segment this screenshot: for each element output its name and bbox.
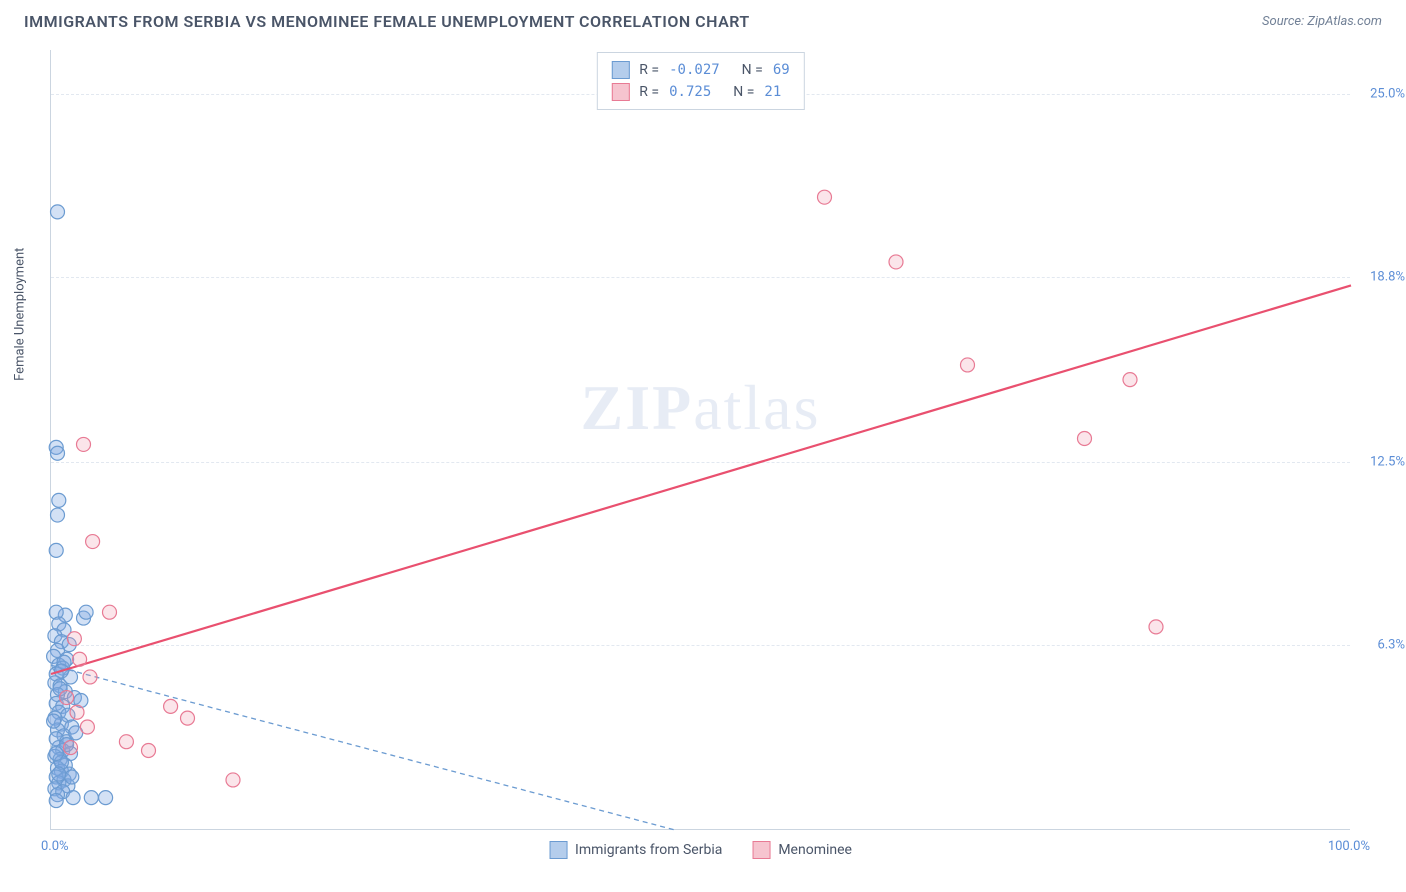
data-point — [67, 632, 81, 646]
data-point — [83, 670, 97, 684]
data-point — [1123, 373, 1137, 387]
data-point — [47, 714, 61, 728]
data-point — [119, 735, 133, 749]
legend-item-0: Immigrants from Serbia — [549, 841, 722, 859]
data-point — [51, 508, 65, 522]
data-point — [86, 535, 100, 549]
data-point — [80, 720, 94, 734]
legend-series: Immigrants from Serbia Menominee — [549, 841, 852, 859]
data-point — [77, 437, 91, 451]
n-value-0: 69 — [773, 62, 790, 78]
y-tick-label: 18.8% — [1370, 269, 1405, 284]
data-point — [142, 744, 156, 758]
data-point — [49, 543, 63, 557]
chart-area: Female Unemployment ZIPatlas R = -0.027 … — [50, 50, 1350, 830]
y-tick-label: 12.5% — [1370, 455, 1405, 470]
r-value-0: -0.027 — [669, 62, 720, 78]
swatch-series-0 — [611, 61, 629, 79]
data-point — [51, 446, 65, 460]
data-point — [889, 255, 903, 269]
data-point — [961, 358, 975, 372]
data-point — [99, 791, 113, 805]
y-tick-label: 6.3% — [1377, 637, 1405, 652]
y-tick-label: 25.0% — [1370, 87, 1405, 102]
swatch-series-1 — [611, 83, 629, 101]
data-point — [164, 699, 178, 713]
data-point — [818, 190, 832, 204]
header: IMMIGRANTS FROM SERBIA VS MENOMINEE FEMA… — [0, 0, 1406, 39]
data-point — [64, 741, 78, 755]
data-point — [60, 691, 74, 705]
data-point — [49, 746, 63, 760]
legend-correlation: R = -0.027 N = 69 R = 0.725 N = 21 — [596, 52, 804, 110]
data-point — [73, 652, 87, 666]
trend-line-1 — [51, 285, 1351, 674]
data-point — [103, 605, 117, 619]
data-point — [1078, 432, 1092, 446]
swatch-bottom-1 — [752, 841, 770, 859]
swatch-bottom-0 — [549, 841, 567, 859]
data-point — [84, 791, 98, 805]
data-point — [52, 767, 66, 781]
source-attribution: Source: ZipAtlas.com — [1262, 14, 1382, 29]
x-tick-min: 0.0% — [41, 839, 69, 854]
data-point — [51, 205, 65, 219]
data-point — [66, 791, 80, 805]
data-point — [49, 794, 63, 808]
data-point — [1149, 620, 1163, 634]
chart-title: IMMIGRANTS FROM SERBIA VS MENOMINEE FEMA… — [24, 12, 750, 31]
plot-svg — [51, 50, 1350, 829]
r-value-1: 0.725 — [669, 84, 711, 100]
plot-region: ZIPatlas R = -0.027 N = 69 R = 0.725 N =… — [50, 50, 1350, 830]
legend-row-series-0: R = -0.027 N = 69 — [611, 59, 789, 81]
y-axis-label: Female Unemployment — [13, 248, 28, 381]
data-point — [65, 770, 79, 784]
x-tick-max: 100.0% — [1328, 839, 1370, 854]
legend-row-series-1: R = 0.725 N = 21 — [611, 81, 789, 103]
data-point — [226, 773, 240, 787]
data-point — [52, 493, 66, 507]
legend-item-1: Menominee — [752, 841, 852, 859]
data-point — [70, 705, 84, 719]
data-point — [181, 711, 195, 725]
n-value-1: 21 — [764, 84, 781, 100]
data-point — [79, 605, 93, 619]
